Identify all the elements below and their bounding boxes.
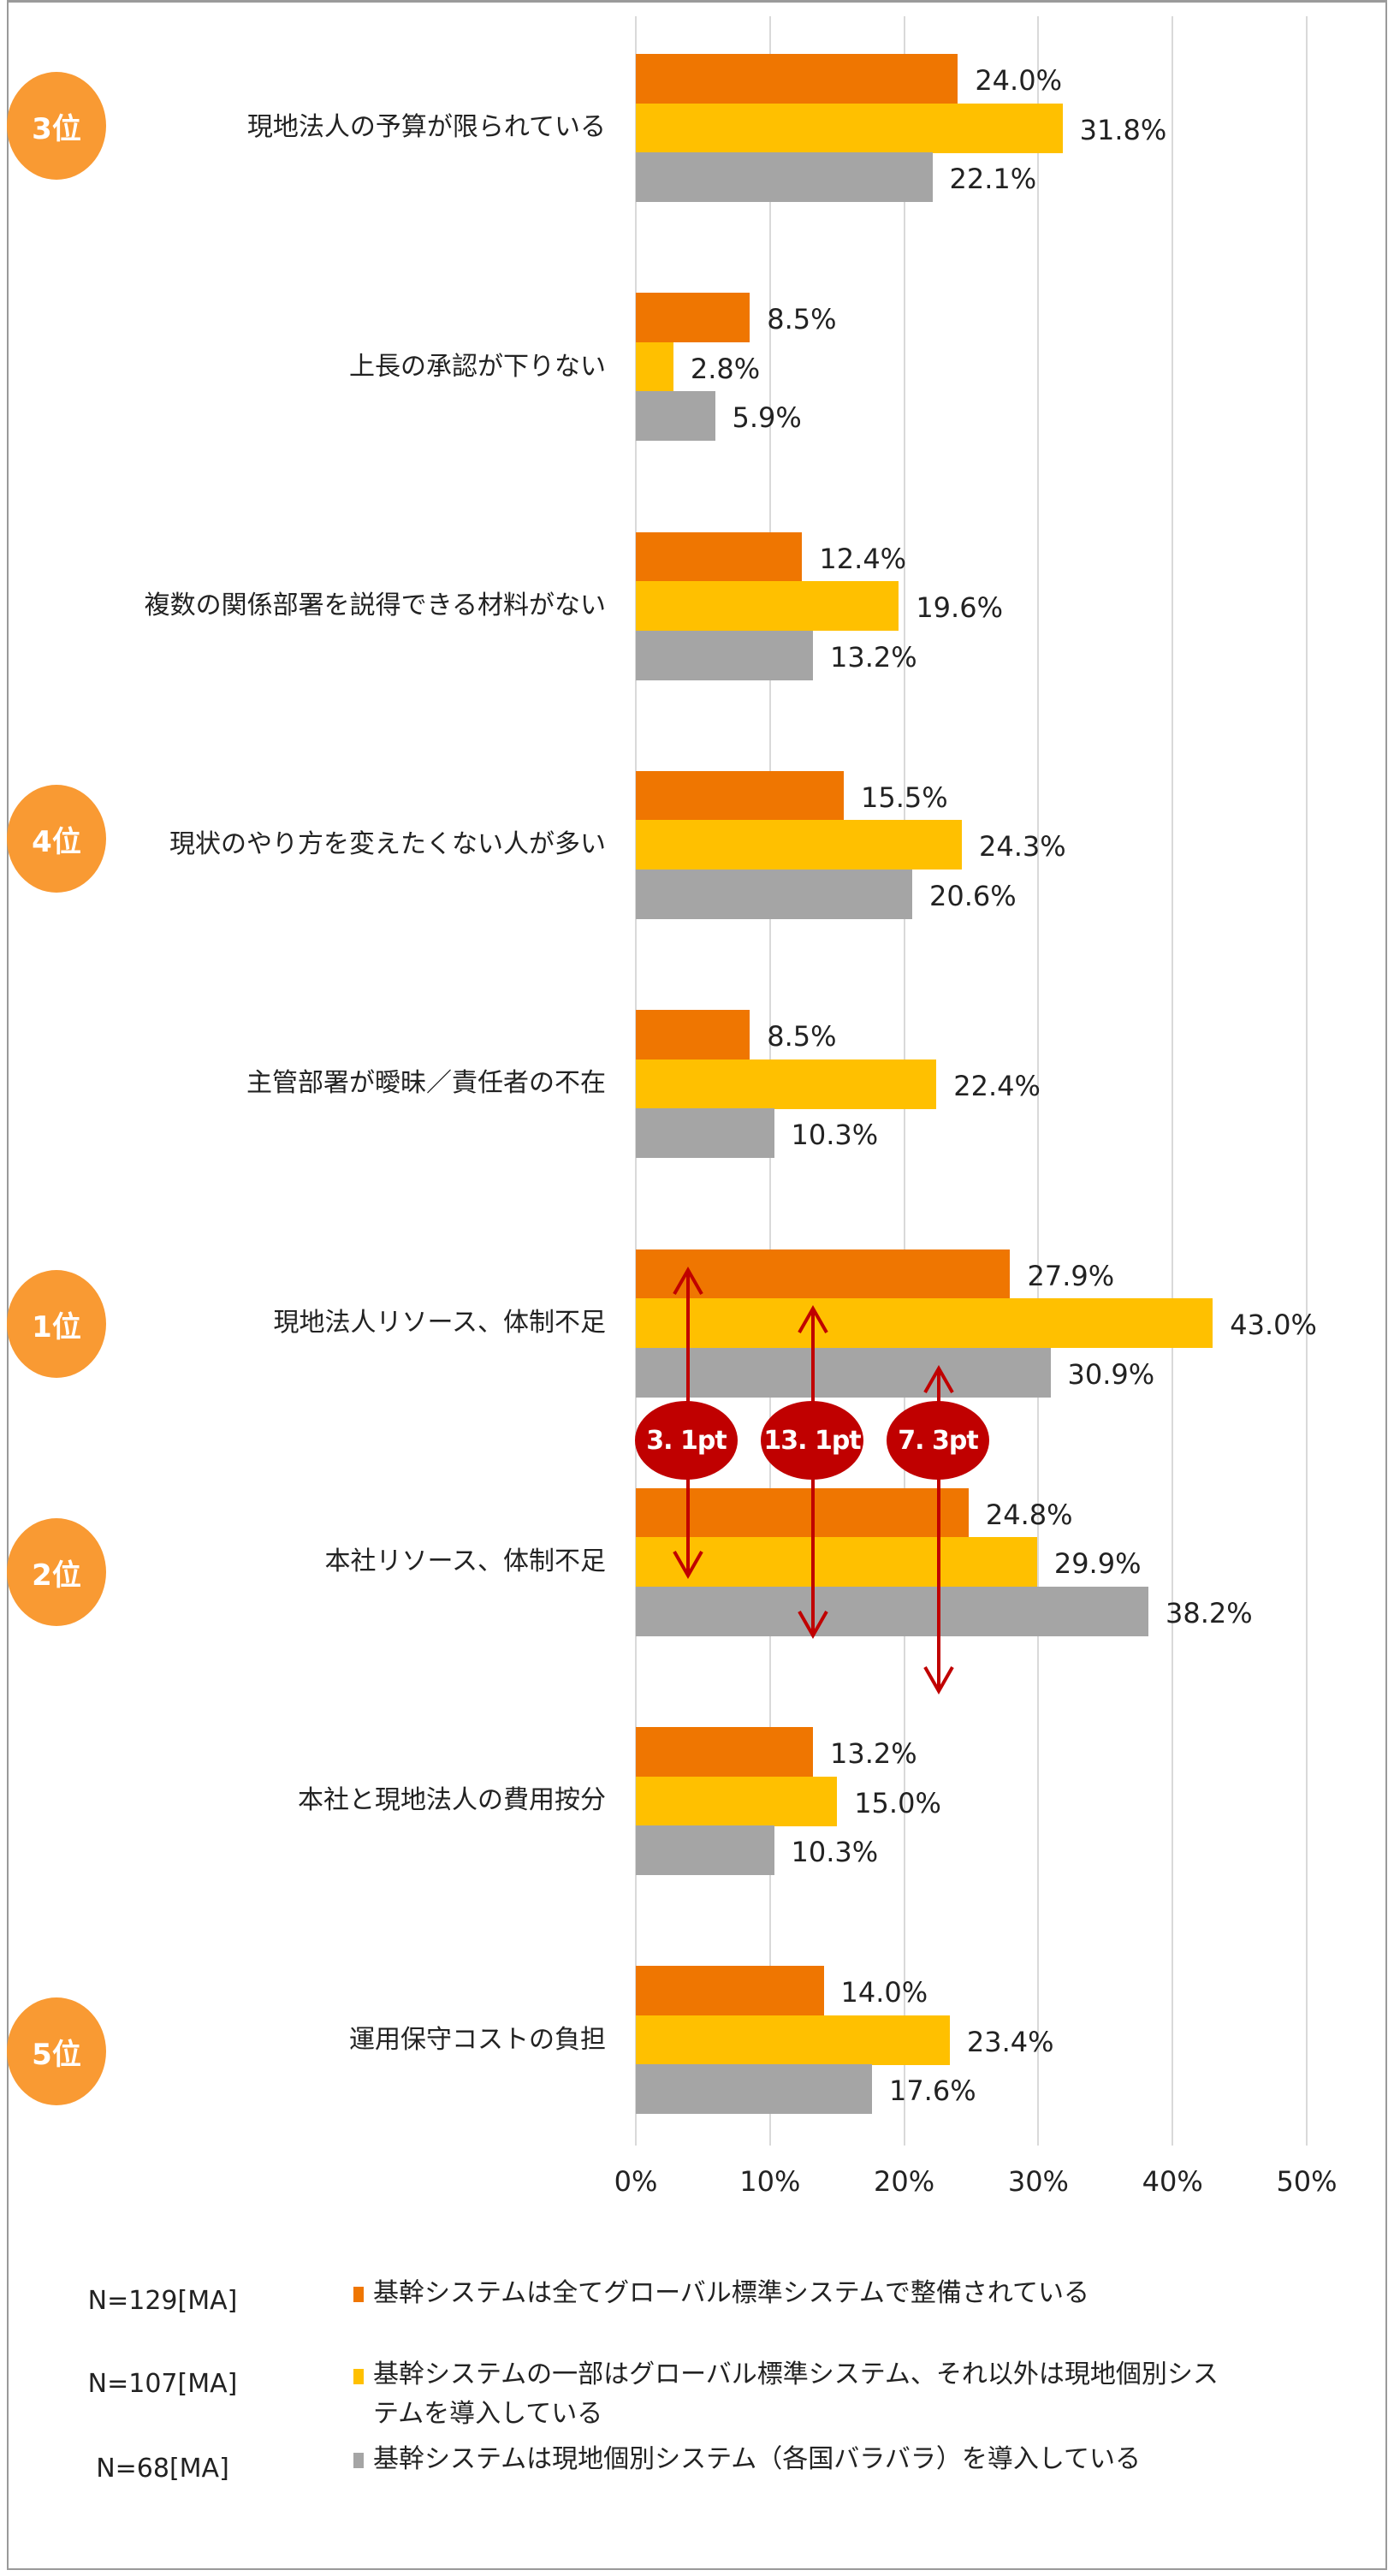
- bar-series-2: [636, 103, 1063, 153]
- category-label: 本社リソース、体制不足: [324, 1546, 607, 1577]
- category-label: 運用保守コストの負担: [349, 2024, 606, 2055]
- value-label: 5.9%: [732, 401, 802, 435]
- legend-text-2-line1: 基幹システムの一部はグローバル標準システム、それ以外は現地個別シス: [373, 2359, 1219, 2389]
- bar-series-2: [636, 820, 963, 870]
- bar-series-1: [636, 1010, 750, 1060]
- bar-series-2: [636, 1776, 838, 1826]
- value-label: 27.9%: [1027, 1259, 1115, 1292]
- bar-series-3: [636, 1825, 774, 1876]
- value-label: 12.4%: [819, 542, 907, 575]
- value-label: 15.5%: [861, 781, 948, 814]
- diff-arrow-3-lower: [937, 1481, 940, 1690]
- x-tick-label: 10%: [739, 2165, 801, 2198]
- value-label: 15.0%: [854, 1786, 941, 1819]
- bar-series-1: [636, 54, 958, 104]
- bar-series-2: [636, 1298, 1213, 1348]
- value-label: 2.8%: [690, 352, 761, 385]
- value-label: 23.4%: [966, 2025, 1054, 2058]
- bar-series-3: [636, 1108, 774, 1159]
- value-label: 17.6%: [888, 2074, 976, 2108]
- legend-swatch-1: [353, 2287, 364, 2302]
- category-label: 現地法人の予算が限られている: [246, 112, 606, 143]
- value-label: 13.2%: [829, 1737, 917, 1771]
- rank-badge-2: 2位: [7, 1518, 106, 1626]
- bar-series-2: [636, 1059, 937, 1109]
- bar-series-1: [636, 1487, 969, 1538]
- value-label: 8.5%: [767, 303, 837, 336]
- bar-series-3: [636, 152, 933, 202]
- diff-arrow-2-lower: [811, 1481, 815, 1635]
- value-label: 13.2%: [829, 640, 917, 674]
- bar-series-2: [636, 1537, 1037, 1588]
- bar-series-3: [636, 869, 912, 919]
- value-label: 24.8%: [985, 1498, 1073, 1531]
- x-tick-label: 50%: [1276, 2165, 1338, 2198]
- legend-text-2-line2: テムを導入している: [373, 2399, 603, 2429]
- category-label: 上長の承認が下りない: [349, 351, 606, 382]
- rank-badge-4: 4位: [7, 785, 106, 893]
- category-label: 現地法人リソース、体制不足: [273, 1307, 607, 1338]
- bar-series-3: [636, 2064, 872, 2115]
- legend-text-3: 基幹システムは現地個別システム（各国バラバラ）を導入している: [373, 2444, 1141, 2474]
- value-label: 38.2%: [1165, 1596, 1253, 1629]
- bar-series-1: [636, 770, 845, 821]
- legend-n-3: N=68[MA]: [96, 2454, 229, 2484]
- bar-series-1: [636, 531, 803, 582]
- value-label: 22.4%: [953, 1069, 1041, 1102]
- bar-series-1: [636, 293, 750, 343]
- value-label: 29.9%: [1053, 1547, 1142, 1581]
- legend-text-1: 基幹システムは全てグローバル標準システムで整備されている: [373, 2278, 1089, 2308]
- x-tick-label: 40%: [1142, 2165, 1203, 2198]
- gridline: [1306, 16, 1308, 2146]
- chart-frame: [7, 0, 1387, 2570]
- category-label: 主管部署が曖昧／責任者の不在: [246, 1068, 606, 1099]
- value-label: 10.3%: [791, 1119, 879, 1152]
- value-label: 14.0%: [840, 1976, 928, 2009]
- value-label: 19.6%: [916, 591, 1003, 625]
- diff-badge-series1: 3. 1pt: [635, 1401, 738, 1480]
- bar-series-3: [636, 630, 813, 680]
- legend-swatch-3: [353, 2453, 364, 2468]
- value-label: 24.3%: [979, 830, 1066, 864]
- bar-series-2: [636, 341, 673, 392]
- category-label: 本社と現地法人の費用按分: [298, 1785, 606, 1816]
- value-label: 22.1%: [949, 163, 1037, 195]
- legend-swatch-2: [353, 2369, 364, 2384]
- value-label: 31.8%: [1079, 113, 1167, 146]
- x-tick-label: 30%: [1007, 2165, 1069, 2198]
- category-label: 複数の関係部署を説得できる材料がない: [144, 590, 606, 620]
- rank-badge-5: 5位: [7, 1997, 106, 2105]
- value-label: 43.0%: [1230, 1309, 1317, 1341]
- x-tick-label: 20%: [874, 2165, 935, 2198]
- gridline: [1172, 16, 1174, 2146]
- value-label: 30.9%: [1067, 1357, 1155, 1391]
- value-label: 10.3%: [791, 1836, 879, 1869]
- bar-series-3: [636, 391, 715, 442]
- gridline: [1037, 16, 1040, 2146]
- bar-series-3: [636, 1586, 1148, 1636]
- rank-badge-3: 3位: [7, 72, 106, 180]
- legend-n-2: N=107[MA]: [87, 2369, 238, 2399]
- diff-arrow-1-upper: [686, 1271, 690, 1511]
- diff-badge-series3: 7. 3pt: [887, 1401, 989, 1480]
- value-label: 24.0%: [975, 64, 1062, 97]
- rank-badge-1: 1位: [7, 1270, 106, 1378]
- category-label: 現状のやり方を変えたくない人が多い: [169, 829, 606, 860]
- diff-badge-series2: 13. 1pt: [761, 1401, 863, 1480]
- bar-series-1: [636, 1966, 824, 2016]
- diff-arrow-1-lower: [686, 1481, 690, 1575]
- bar-series-3: [636, 1347, 1051, 1398]
- bar-series-1: [636, 1727, 813, 1778]
- x-tick-label: 0%: [614, 2165, 658, 2198]
- value-label: 8.5%: [767, 1020, 837, 1054]
- legend-n-1: N=129[MA]: [87, 2286, 238, 2316]
- bar-series-2: [636, 581, 899, 632]
- value-label: 20.6%: [929, 879, 1017, 912]
- bar-series-2: [636, 2015, 950, 2065]
